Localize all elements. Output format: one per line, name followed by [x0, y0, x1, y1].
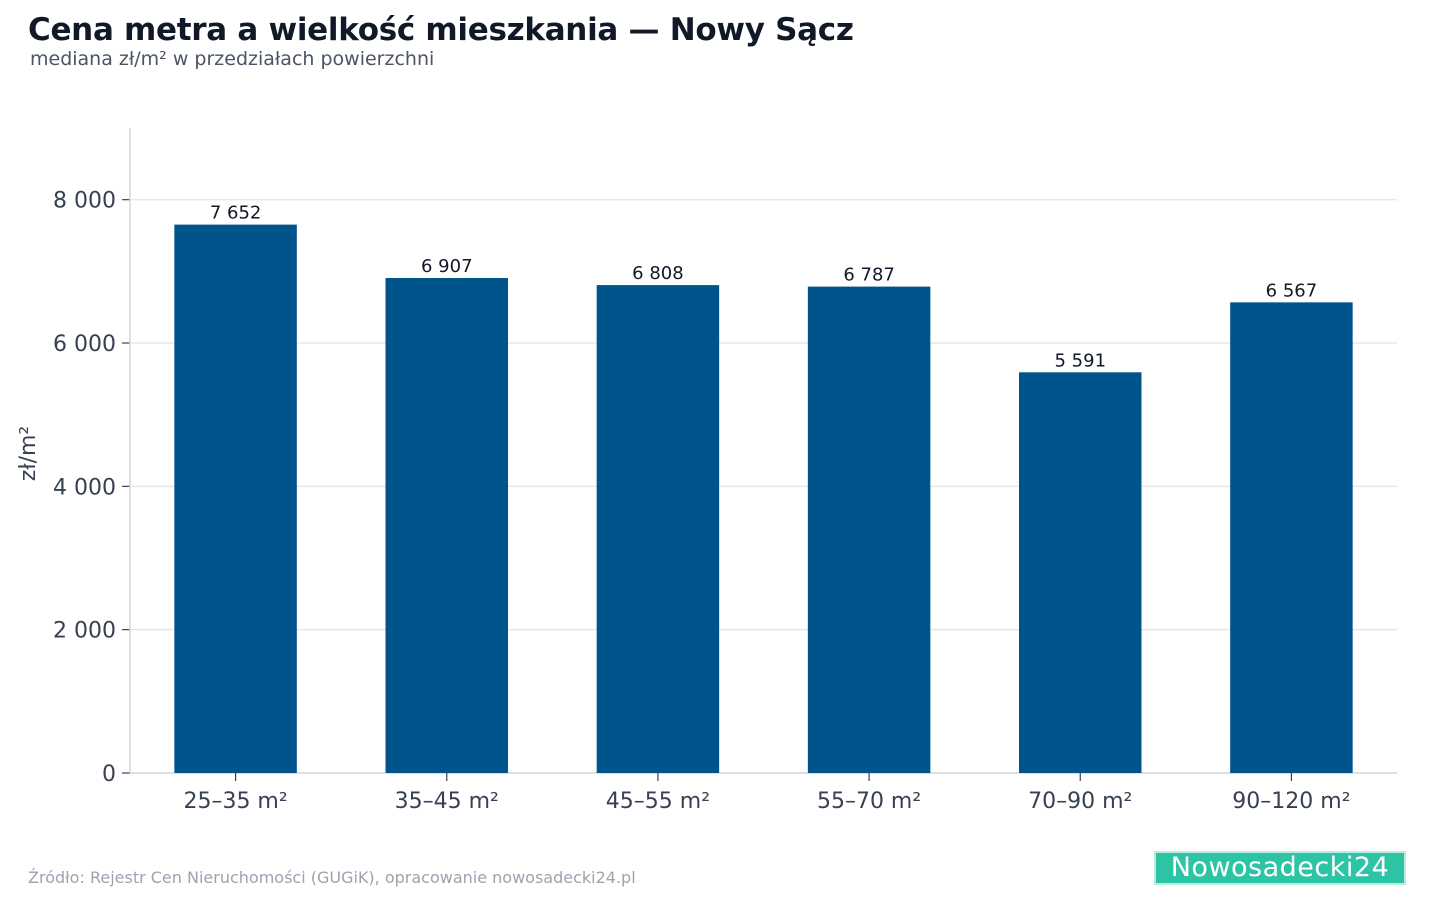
y-axis-label: zł/m² [16, 426, 41, 481]
y-tick-label: 8 000 [53, 189, 116, 214]
chart-subtitle: mediana zł/m² w przedziałach powierzchni [30, 48, 435, 70]
bar [807, 286, 931, 773]
bar-value-label: 6 808 [632, 263, 684, 284]
x-tick-label: 55–70 m² [817, 789, 921, 814]
x-tick-label: 25–35 m² [183, 789, 287, 814]
y-tick-label: 0 [102, 762, 116, 787]
bar [1230, 302, 1353, 773]
bar-value-label: 6 567 [1266, 280, 1318, 301]
bar-value-label: 6 907 [421, 256, 473, 277]
brand-logo[interactable]: Nowosadecki24 [1154, 851, 1406, 885]
bar [1019, 372, 1142, 773]
x-tick-label: 35–45 m² [395, 789, 499, 814]
y-tick-label: 4 000 [53, 475, 116, 500]
chart-title: Cena metra a wielkość mieszkania — Nowy … [28, 12, 854, 48]
y-tick-label: 2 000 [53, 619, 116, 644]
x-tick-label: 70–90 m² [1028, 789, 1132, 814]
x-tick-label: 90–120 m² [1232, 789, 1350, 814]
y-tick-label: 6 000 [53, 332, 116, 357]
source-note: Źródło: Rejestr Cen Nieruchomości (GUGiK… [28, 868, 636, 887]
x-tick-label: 45–55 m² [606, 789, 710, 814]
bar-value-label: 6 787 [843, 265, 895, 286]
bar [385, 277, 508, 773]
bar [596, 285, 720, 773]
bar-value-label: 5 591 [1054, 350, 1106, 371]
bar [174, 224, 297, 773]
bar-chart: 0 2 000 4 000 6 000 8 000 zł/m² 7 652 25–35 m² 6… [16, 128, 1397, 814]
bar-value-label: 7 652 [210, 203, 262, 224]
